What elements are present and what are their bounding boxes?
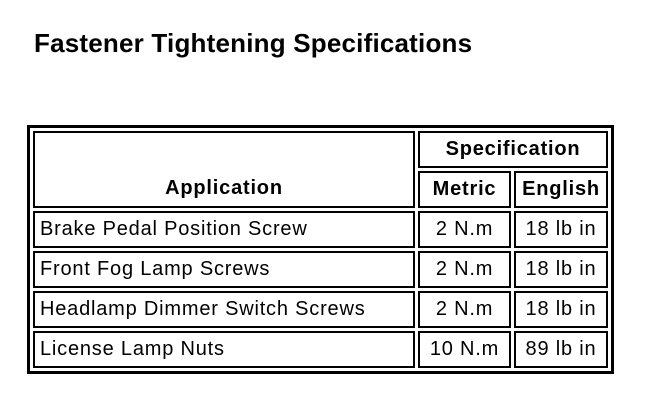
- english-value-cell: 18 lb in: [514, 211, 608, 248]
- page-title: Fastener Tightening Specifications: [34, 28, 473, 58]
- metric-value-cell: 2 N.m: [418, 291, 511, 328]
- english-value-cell: 18 lb in: [514, 251, 608, 288]
- application-cell: Brake Pedal Position Screw: [33, 211, 415, 248]
- table-row: License Lamp Nuts 10 N.m 89 lb in: [33, 331, 608, 368]
- metric-value-cell: 10 N.m: [418, 331, 511, 368]
- column-header-metric: Metric: [418, 171, 511, 208]
- english-value-cell: 89 lb in: [514, 331, 608, 368]
- table-row: Front Fog Lamp Screws 2 N.m 18 lb in: [33, 251, 608, 288]
- column-header-application: Application: [33, 131, 415, 208]
- column-header-specification: Specification: [418, 131, 608, 168]
- english-value-cell: 18 lb in: [514, 291, 608, 328]
- metric-value-cell: 2 N.m: [418, 211, 511, 248]
- header-row-top: Application Specification: [33, 131, 608, 208]
- fastener-tightening-spec-table: Application Specification Metric English…: [27, 125, 614, 374]
- application-cell: Front Fog Lamp Screws: [33, 251, 415, 288]
- table-row: Brake Pedal Position Screw 2 N.m 18 lb i…: [33, 211, 608, 248]
- application-cell: License Lamp Nuts: [33, 331, 415, 368]
- column-header-english: English: [514, 171, 608, 208]
- metric-value-cell: 2 N.m: [418, 251, 511, 288]
- application-cell: Headlamp Dimmer Switch Screws: [33, 291, 415, 328]
- table-row: Headlamp Dimmer Switch Screws 2 N.m 18 l…: [33, 291, 608, 328]
- header-row-units: Metric English: [33, 171, 608, 208]
